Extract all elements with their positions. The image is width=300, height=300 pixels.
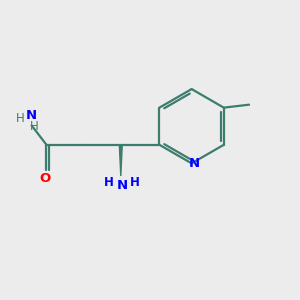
Text: H: H [16, 112, 25, 125]
Text: H: H [30, 121, 39, 134]
Polygon shape [119, 145, 122, 176]
Text: N: N [117, 179, 128, 192]
Text: H: H [130, 176, 140, 189]
Text: H: H [103, 176, 113, 189]
Text: N: N [188, 157, 200, 170]
Text: N: N [26, 110, 37, 122]
Text: O: O [39, 172, 51, 185]
